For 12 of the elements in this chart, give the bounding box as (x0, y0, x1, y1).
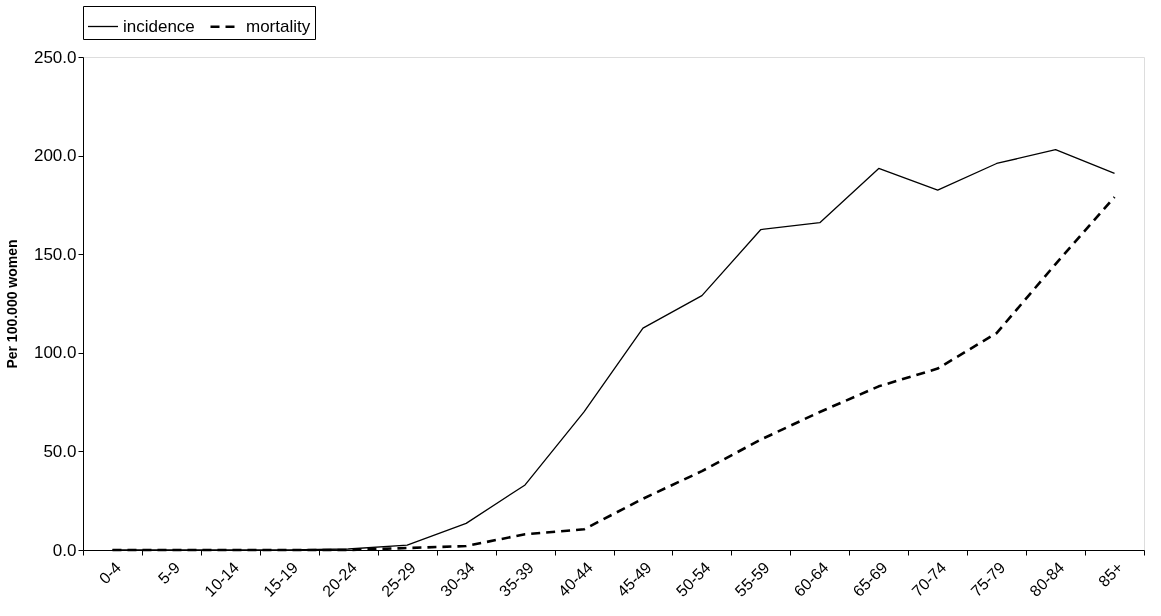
y-tick-label: 50.0 (43, 441, 77, 461)
y-tick-label: 250.0 (33, 47, 77, 67)
x-tick-label: 85+ (1095, 558, 1127, 591)
legend-label: incidence (123, 16, 195, 36)
y-tick-label: 150.0 (33, 244, 77, 264)
legend-label: mortality (246, 16, 311, 36)
y-axis-title: Per 100.000 women (3, 239, 20, 369)
y-tick-label: 200.0 (33, 146, 77, 166)
y-tick-label: 0.0 (52, 540, 77, 560)
x-tick-label: 5-9 (154, 558, 184, 588)
x-tick-label: 0-4 (95, 558, 125, 588)
y-tick-label: 100.0 (33, 343, 77, 363)
